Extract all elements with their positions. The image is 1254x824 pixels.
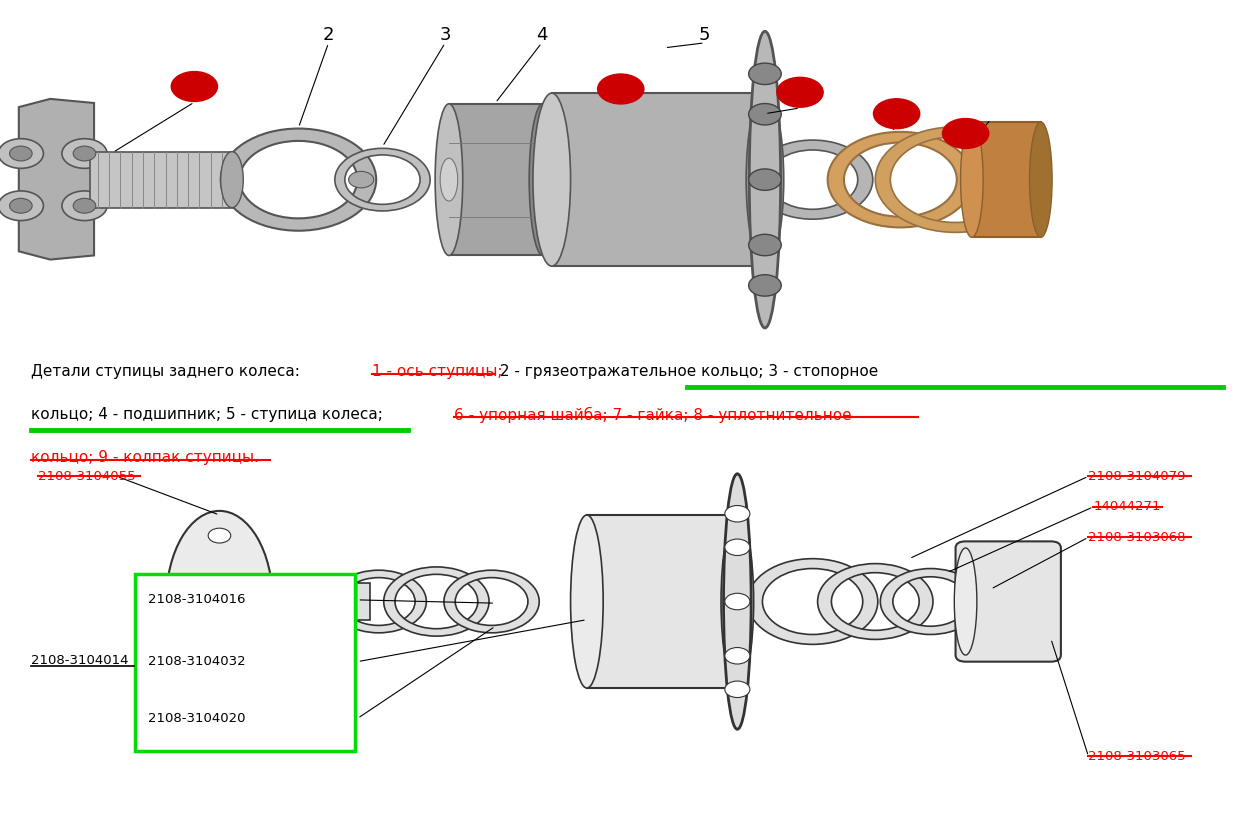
Circle shape (0, 138, 44, 168)
Text: 3: 3 (439, 26, 451, 44)
Circle shape (725, 593, 750, 610)
Text: 4: 4 (535, 26, 548, 44)
FancyBboxPatch shape (956, 541, 1061, 662)
Text: 6 - упорная шайба; 7 - гайка; 8 - уплотнительное: 6 - упорная шайба; 7 - гайка; 8 - уплотн… (454, 407, 851, 424)
Bar (0, 478, 1254, 775)
Text: 2108-3104014: 2108-3104014 (31, 654, 129, 667)
Text: 2108-3103065: 2108-3103065 (1088, 750, 1186, 763)
Circle shape (61, 191, 107, 221)
Ellipse shape (440, 158, 458, 201)
Circle shape (0, 191, 44, 221)
Circle shape (725, 505, 750, 522)
Circle shape (73, 199, 95, 213)
Circle shape (61, 138, 107, 168)
Ellipse shape (724, 474, 751, 729)
Bar (449, 104, 543, 255)
Ellipse shape (721, 515, 754, 688)
Ellipse shape (533, 93, 571, 266)
Circle shape (725, 681, 750, 698)
Bar (90, 152, 234, 208)
Circle shape (749, 63, 781, 85)
Text: 2108-3103068: 2108-3103068 (1088, 531, 1186, 544)
Circle shape (349, 171, 374, 188)
Circle shape (10, 199, 33, 213)
Circle shape (749, 274, 781, 296)
Circle shape (181, 594, 203, 609)
Ellipse shape (166, 511, 272, 692)
Text: 2108-3104032: 2108-3104032 (148, 655, 246, 668)
Ellipse shape (954, 548, 977, 655)
Circle shape (73, 146, 95, 161)
Circle shape (597, 73, 645, 105)
Circle shape (749, 169, 781, 190)
Circle shape (776, 77, 824, 108)
Ellipse shape (961, 122, 983, 237)
Text: кольцо; 9 - колпак ступицы.: кольцо; 9 - колпак ступицы. (31, 450, 260, 465)
Bar (972, 122, 1041, 237)
Ellipse shape (1030, 122, 1052, 237)
Circle shape (725, 648, 750, 664)
Circle shape (749, 234, 781, 255)
Text: 2108-3104079: 2108-3104079 (1088, 470, 1186, 483)
Ellipse shape (529, 104, 557, 255)
Circle shape (208, 660, 231, 675)
Text: 2108-3104016: 2108-3104016 (148, 593, 246, 606)
Text: 2108-3104055: 2108-3104055 (38, 470, 135, 483)
Bar (135, 574, 355, 751)
Text: 2 - грязеотражательное кольцо; 3 - стопорное: 2 - грязеотражательное кольцо; 3 - стопо… (495, 364, 879, 379)
Text: 1 - ось ступицы;: 1 - ось ступицы; (372, 364, 503, 379)
Circle shape (236, 594, 258, 609)
Ellipse shape (749, 31, 780, 328)
Circle shape (873, 98, 920, 129)
Text: кольцо; 4 - подшипник; 5 - ступица колеса;: кольцо; 4 - подшипник; 5 - ступица колес… (31, 407, 387, 422)
Circle shape (725, 539, 750, 555)
Circle shape (749, 104, 781, 125)
Text: Детали ступицы заднего колеса:: Детали ступицы заднего колеса: (31, 364, 305, 379)
Ellipse shape (746, 93, 784, 266)
Ellipse shape (435, 104, 463, 255)
Bar (263, 583, 370, 620)
Text: 2: 2 (322, 26, 335, 44)
Bar (552, 93, 765, 266)
Bar (587, 515, 737, 688)
Ellipse shape (221, 152, 243, 208)
Text: 2108-3104020: 2108-3104020 (148, 712, 246, 725)
Circle shape (208, 528, 231, 543)
Ellipse shape (571, 515, 603, 688)
Circle shape (10, 146, 33, 161)
Circle shape (942, 118, 989, 149)
Circle shape (171, 71, 218, 102)
Text: 5: 5 (698, 26, 711, 44)
Polygon shape (19, 99, 94, 260)
Text: 14044271: 14044271 (1093, 500, 1161, 513)
